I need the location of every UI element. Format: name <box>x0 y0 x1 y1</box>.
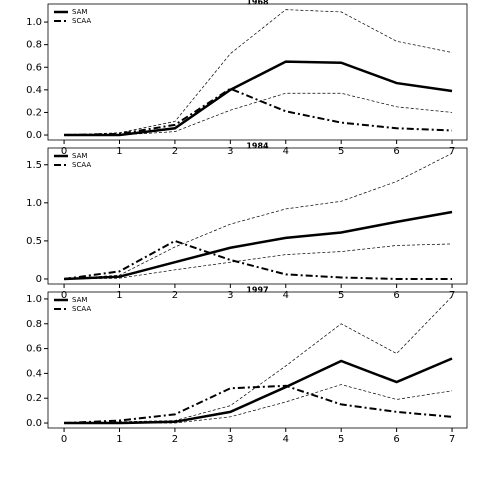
y-tick-label: 0.5 <box>26 236 42 247</box>
x-tick-label: 5 <box>338 434 344 445</box>
x-tick-label: 4 <box>283 434 289 445</box>
y-tick-label: 0.8 <box>26 40 42 51</box>
y-tick-label: 0.8 <box>26 319 42 330</box>
y-tick-label: 0.2 <box>26 107 42 118</box>
x-tick-label: 3 <box>227 146 233 157</box>
legend-label: SAM <box>72 296 87 304</box>
series-line <box>64 60 453 137</box>
legend-label: SCAA <box>72 161 91 169</box>
x-tick-label: 7 <box>449 434 455 445</box>
x-tick-label: 1 <box>116 146 122 157</box>
x-tick-label: 6 <box>393 434 399 445</box>
x-tick-label: 2 <box>172 146 178 157</box>
chart-title: 1984 <box>246 142 269 151</box>
x-tick-label: 5 <box>338 290 344 301</box>
plot-area <box>64 296 453 425</box>
y-tick-label: 0.6 <box>26 344 42 355</box>
y-tick-label: 0.0 <box>26 418 42 429</box>
legend-label: SCAA <box>72 305 91 313</box>
x-tick-label: 2 <box>172 290 178 301</box>
legend-label: SAM <box>72 152 87 160</box>
x-tick-label: 2 <box>172 434 178 445</box>
x-tick-label: 0 <box>61 434 67 445</box>
series-line <box>64 296 453 424</box>
legend-label: SCAA <box>72 17 91 25</box>
x-tick-label: 4 <box>283 146 289 157</box>
series-line <box>64 357 453 425</box>
series-line <box>64 87 453 137</box>
series-line <box>64 384 453 424</box>
series-line <box>64 243 453 280</box>
x-tick-label: 1 <box>116 434 122 445</box>
y-tick-label: 0 <box>36 274 42 285</box>
y-tick-label: 1.0 <box>26 17 42 28</box>
y-tick-label: 0.4 <box>26 368 42 379</box>
plot-frame <box>47 291 468 429</box>
plot-frame <box>47 147 468 285</box>
series-line <box>64 9 453 136</box>
series-line <box>64 384 453 425</box>
x-tick-label: 6 <box>393 290 399 301</box>
series-line <box>64 153 453 280</box>
y-tick-label: 1.0 <box>26 198 42 209</box>
plot-area <box>64 9 453 137</box>
x-tick-label: 7 <box>449 290 455 301</box>
series-line <box>64 92 453 136</box>
series-line <box>63 239 453 280</box>
x-tick-label: 5 <box>338 146 344 157</box>
x-tick-label: 7 <box>449 146 455 157</box>
chart-title: 1997 <box>246 286 268 295</box>
y-tick-label: 0.6 <box>26 62 42 73</box>
x-tick-label: 3 <box>227 434 233 445</box>
y-tick-label: 0.2 <box>26 393 42 404</box>
series-line <box>64 210 453 281</box>
y-tick-label: 0.0 <box>26 130 42 141</box>
y-tick-label: 1.0 <box>26 294 42 305</box>
y-tick-label: 0.4 <box>26 85 42 96</box>
chart-title: 1968 <box>246 0 269 7</box>
x-tick-label: 1 <box>116 290 122 301</box>
x-tick-label: 3 <box>227 290 233 301</box>
y-tick-label: 1.5 <box>26 160 42 171</box>
plot-area <box>63 153 453 281</box>
plot-frame <box>47 3 468 141</box>
x-tick-label: 0 <box>61 290 67 301</box>
legend-label: SAM <box>72 8 87 16</box>
x-tick-label: 4 <box>283 290 289 301</box>
x-tick-label: 0 <box>61 146 67 157</box>
x-tick-label: 6 <box>393 146 399 157</box>
